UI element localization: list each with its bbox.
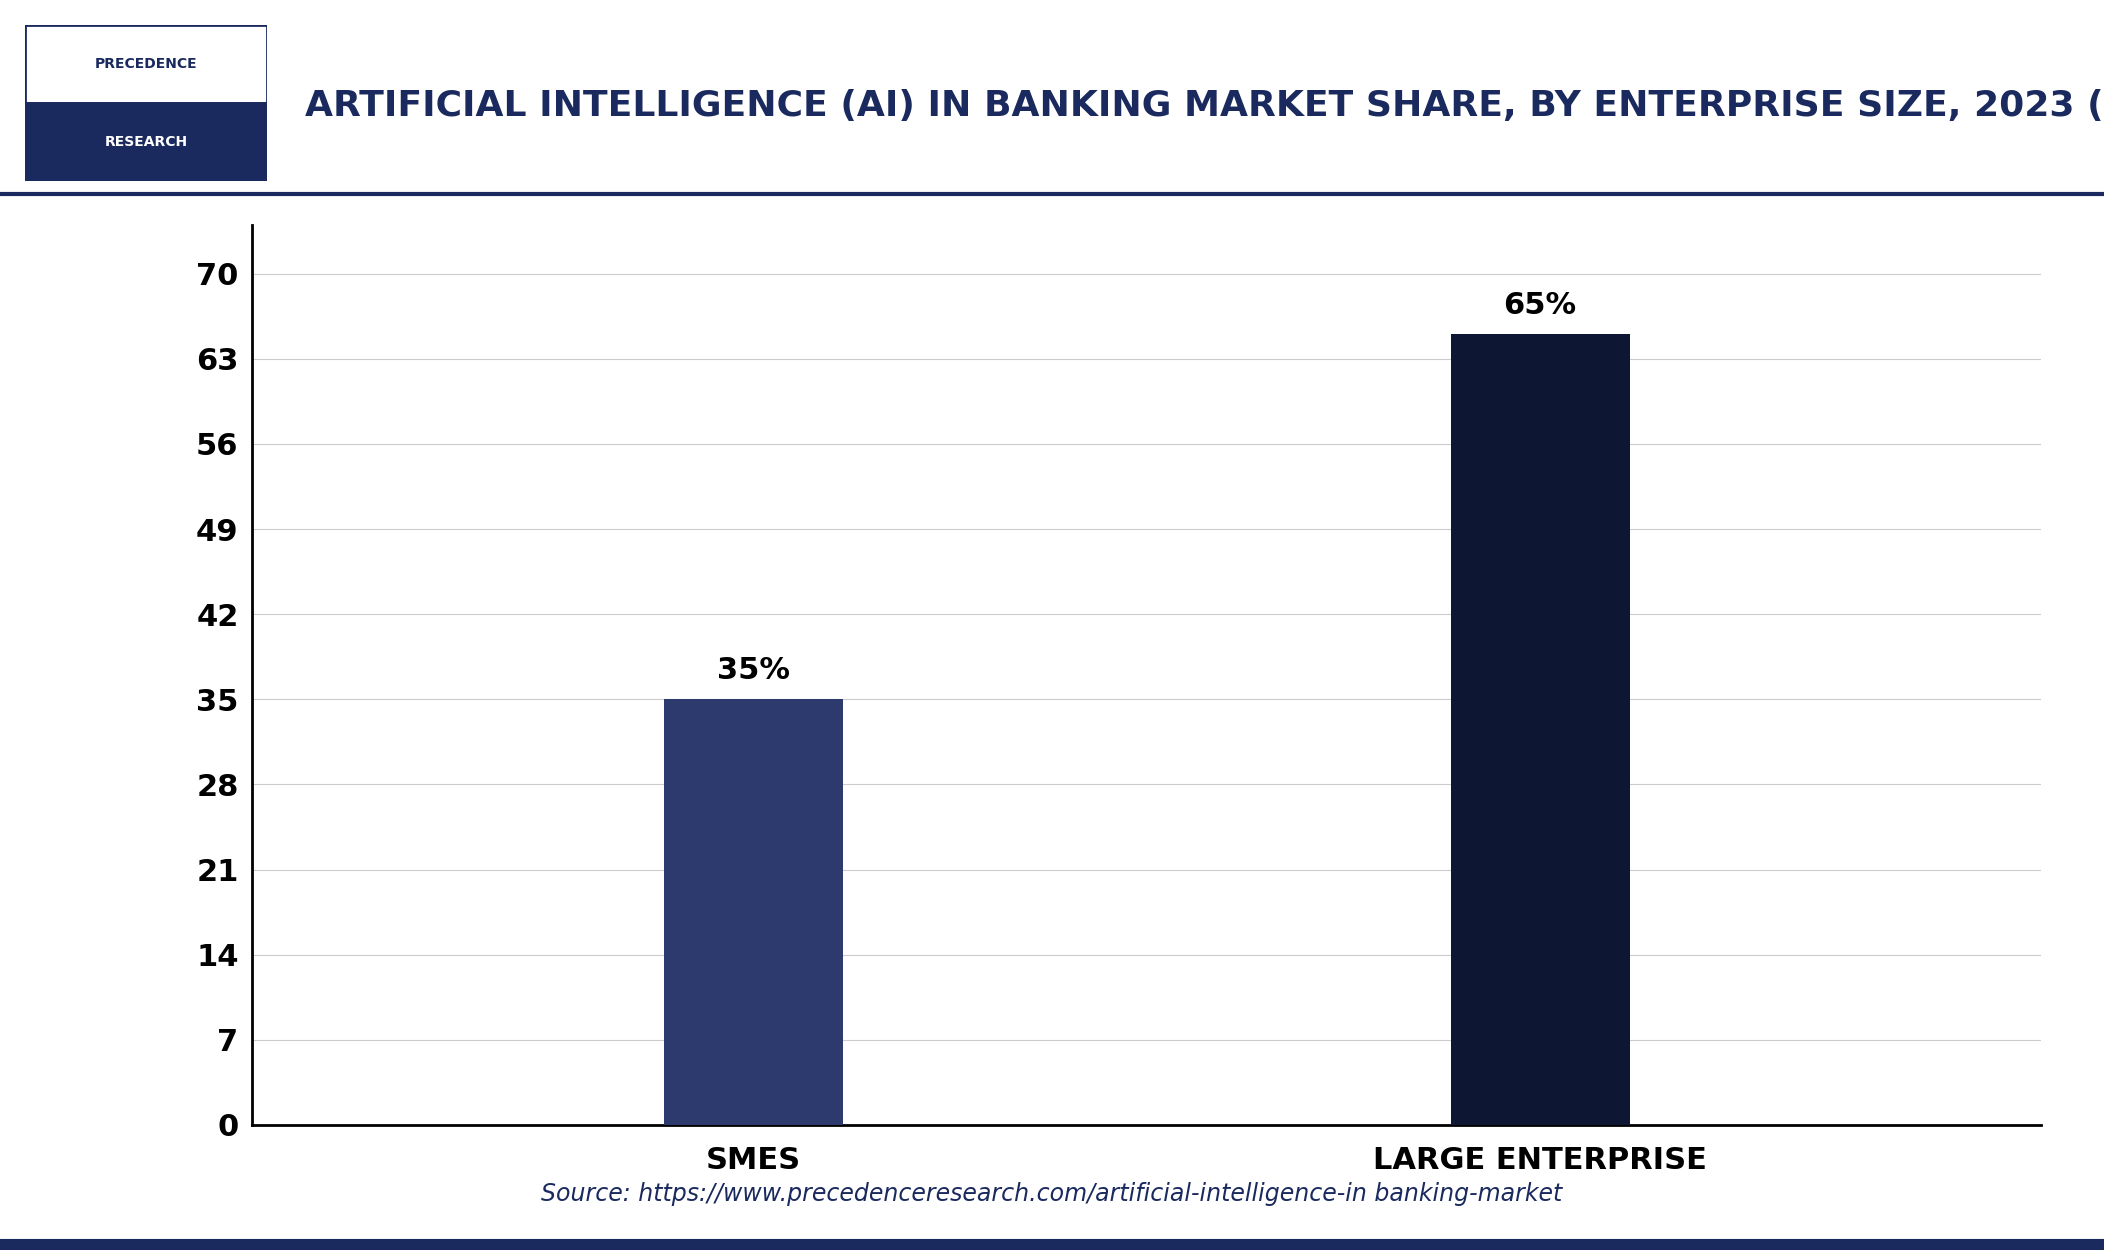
FancyBboxPatch shape <box>25 25 267 102</box>
Bar <box>665 699 842 1125</box>
Text: ARTIFICIAL INTELLIGENCE (AI) IN BANKING MARKET SHARE, BY ENTERPRISE SIZE, 2023 (: ARTIFICIAL INTELLIGENCE (AI) IN BANKING … <box>305 89 2104 124</box>
Text: 35%: 35% <box>717 656 789 685</box>
Text: PRECEDENCE: PRECEDENCE <box>95 58 198 71</box>
Text: RESEARCH: RESEARCH <box>105 135 187 149</box>
FancyBboxPatch shape <box>25 102 267 181</box>
Bar <box>1450 335 1628 1125</box>
Text: Source: https://www.precedenceresearch.com/artificial-intelligence-in banking-ma: Source: https://www.precedenceresearch.c… <box>541 1181 1563 1206</box>
Text: 65%: 65% <box>1504 291 1576 320</box>
